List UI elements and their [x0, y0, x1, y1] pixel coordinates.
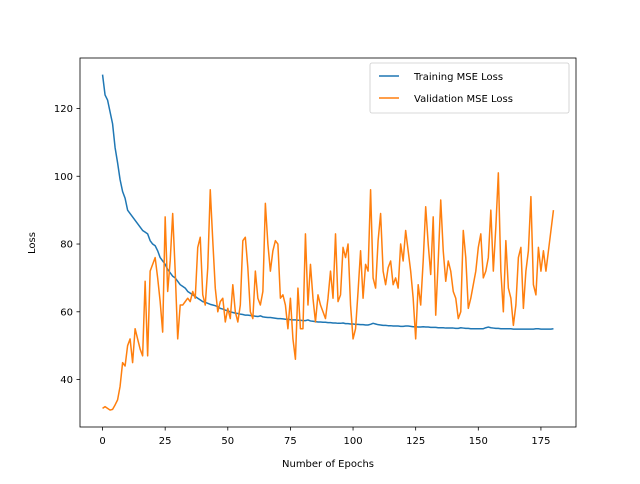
x-axis-label: Number of Epochs — [282, 459, 374, 470]
y-tick-label: 100 — [54, 172, 73, 183]
y-tick-label: 40 — [60, 375, 73, 386]
y-tick-label: 60 — [60, 307, 73, 318]
x-tick-label: 25 — [159, 436, 172, 447]
y-tick-label: 120 — [54, 104, 73, 115]
legend-label: Training MSE Loss — [413, 72, 503, 83]
x-tick-label: 175 — [531, 436, 550, 447]
legend-label: Validation MSE Loss — [414, 94, 513, 105]
x-tick-label: 0 — [99, 436, 105, 447]
y-axis-label: Loss — [27, 232, 38, 254]
y-tick-label: 80 — [60, 240, 73, 251]
plot-frame — [79, 57, 577, 428]
series-line — [102, 172, 555, 411]
x-tick-label: 150 — [469, 436, 488, 447]
x-tick-label: 100 — [344, 436, 363, 447]
x-tick-label: 125 — [406, 436, 425, 447]
series-line — [101, 74, 554, 330]
x-tick-label: 75 — [284, 436, 297, 447]
x-tick-label: 50 — [221, 436, 234, 447]
legend-box — [369, 62, 570, 114]
